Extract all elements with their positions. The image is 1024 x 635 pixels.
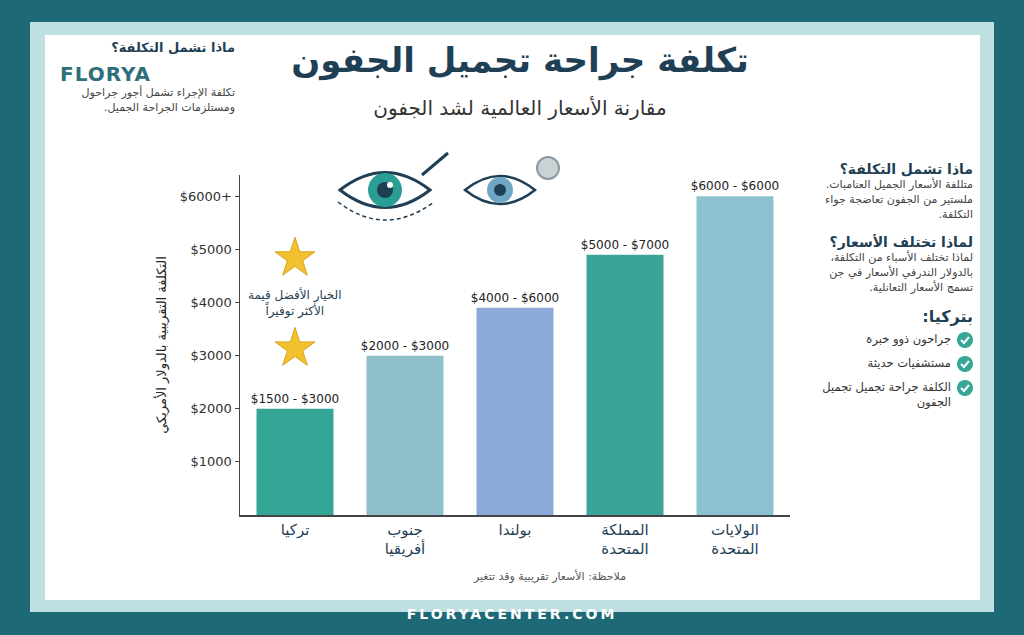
svg-text:$4000 - $6000: $4000 - $6000 [471, 291, 559, 305]
html-text:ماذا تشمل التكلفة؟: ماذا تشمل التكلفة؟ [839, 161, 973, 177]
svg-text:تركيا: تركيا [281, 521, 310, 539]
svg-text:التكلفة التقريبية بالدولار الأ: التكلفة التقريبية بالدولار الأمريكي [153, 256, 170, 434]
svg-text:بولندا: بولندا [498, 521, 531, 539]
svg-text:$6000 - $6000: $6000 - $6000 [691, 179, 779, 193]
svg-text:الولاياتالمتحدة: الولاياتالمتحدة [711, 521, 759, 559]
html-text:ماذا تشمل التكلفة؟: ماذا تشمل التكلفة؟ [111, 40, 235, 55]
html-text:لماذا تختلف الأسباء من التكلفة: لماذا تختلف الأسباء من التكلفة، بالدولار… [829, 251, 973, 294]
svg-text:$1000: $1000 [191, 454, 232, 469]
svg-text:$2000: $2000 [191, 401, 232, 416]
svg-text:جنوبأفريقيا: جنوبأفريقيا [385, 521, 425, 559]
svg-text:$5000: $5000 [191, 242, 232, 257]
html-text:تكلفة جراحة تجميل الجفون: تكلفة جراحة تجميل الجفون [291, 40, 749, 80]
svg-text:$1500 - $3000: $1500 - $3000 [251, 392, 339, 406]
html-text:FLORYA: FLORYA [60, 62, 152, 86]
html-text:مستشفيات حديثة: مستشفيات حديثة [867, 356, 951, 370]
svg-text:$4000: $4000 [191, 295, 232, 310]
html-text:جراحون ذوو خبرة: جراحون ذوو خبرة [866, 332, 951, 346]
html-text:الكلفة جراحة تجميل تجميل الجفو: الكلفة جراحة تجميل تجميل الجفون [822, 380, 951, 409]
svg-text:$2000 - $3000: $2000 - $3000 [361, 339, 449, 353]
html-text:تكلفة الإجراء تشمل أجور جراحول: تكلفة الإجراء تشمل أجور جراحول ومستلزمات… [81, 86, 235, 114]
html-text:متللفة الأسعار الجميل العنامبا: متللفة الأسعار الجميل العنامبات. ملستير … [825, 178, 973, 221]
html-text:FLORYACENTER.COM: FLORYACENTER.COM [406, 606, 618, 622]
svg-text:$5000 - $7000: $5000 - $7000 [581, 238, 669, 252]
svg-text:$6000+: $6000+ [180, 189, 232, 204]
svg-text:المملكةالمتحدة: المملكةالمتحدة [601, 521, 648, 559]
html-text:لماذا تختلف الأسعار؟: لماذا تختلف الأسعار؟ [829, 234, 973, 250]
svg-text:$3000: $3000 [191, 348, 232, 363]
html-text:مقارنة الأسعار العالمية لشد ال: مقارنة الأسعار العالمية لشد الجفون [373, 96, 667, 120]
html-text:ملاحظة: الأسعار تقريبية وقد تت: ملاحظة: الأسعار تقريبية وقد تتغير [473, 570, 626, 583]
svg-text:الخيار الأفضل قيمةالأكثر توفير: الخيار الأفضل قيمةالأكثر توفيراً [248, 287, 342, 319]
html-text:بتركيا:: بتركيا: [922, 307, 973, 326]
